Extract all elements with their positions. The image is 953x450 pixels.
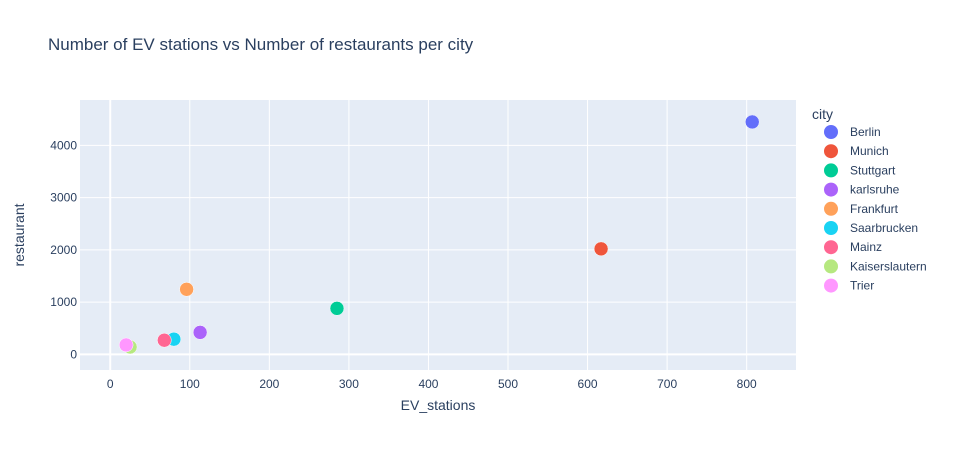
legend-label[interactable]: Munich [850, 144, 889, 158]
y-axis-ticks: 0 1000 2000 3000 4000 [50, 138, 77, 361]
point-munich[interactable] [593, 241, 609, 257]
y-tick-label: 2000 [50, 243, 77, 257]
legend-marker-frankfurt[interactable] [824, 201, 838, 216]
point-karlsruhe[interactable] [192, 325, 208, 340]
legend-marker-karlsruhe[interactable] [824, 182, 838, 197]
x-tick-label: 100 [180, 377, 200, 391]
legend-label[interactable]: Berlin [850, 125, 881, 139]
x-tick-label: 500 [498, 377, 518, 391]
point-mainz[interactable] [157, 332, 172, 348]
legend-label[interactable]: Stuttgart [850, 163, 896, 177]
legend: city Berlin Munich Stuttgart karlsruhe Frank… [812, 106, 927, 293]
legend-marker-stuttgart[interactable] [824, 163, 838, 178]
y-tick-label: 3000 [50, 191, 77, 205]
legend-label[interactable]: Saarbrucken [850, 221, 918, 235]
legend-label[interactable]: Frankfurt [850, 202, 899, 216]
x-tick-label: 300 [339, 377, 359, 391]
chart-title: Number of EV stations vs Number of resta… [48, 35, 474, 54]
y-tick-label: 0 [70, 347, 77, 361]
x-axis-title: EV_stations [401, 397, 476, 413]
legend-label[interactable]: Kaiserslautern [850, 259, 927, 273]
legend-marker-berlin[interactable] [824, 125, 838, 139]
point-stuttgart[interactable] [329, 301, 345, 316]
legend-label[interactable]: Mainz [850, 240, 882, 254]
legend-label[interactable]: Trier [850, 279, 874, 293]
data-points [118, 114, 760, 355]
x-tick-label: 700 [657, 377, 677, 391]
x-tick-label: 400 [418, 377, 438, 391]
x-tick-label: 800 [737, 377, 757, 391]
x-axis-ticks: 0 100 200 300 400 500 600 700 800 [107, 377, 757, 391]
x-tick-label: 0 [107, 377, 114, 391]
legend-title: city [812, 106, 833, 122]
y-tick-label: 4000 [50, 138, 77, 152]
gridlines [80, 100, 796, 370]
legend-marker-mainz[interactable] [824, 240, 838, 255]
legend-marker-munich[interactable] [824, 144, 838, 159]
x-tick-label: 600 [578, 377, 598, 391]
plot-area [80, 100, 796, 370]
x-tick-label: 200 [259, 377, 279, 391]
legend-label[interactable]: karlsruhe [850, 183, 900, 197]
point-berlin[interactable] [744, 114, 760, 130]
legend-marker-kaiserslautern[interactable] [824, 259, 838, 274]
point-trier[interactable] [118, 337, 134, 353]
legend-marker-trier[interactable] [824, 278, 838, 293]
legend-marker-saarbrucken[interactable] [824, 221, 838, 235]
y-tick-label: 1000 [50, 295, 77, 309]
y-axis-title: restaurant [11, 203, 27, 266]
point-frankfurt[interactable] [179, 282, 194, 297]
